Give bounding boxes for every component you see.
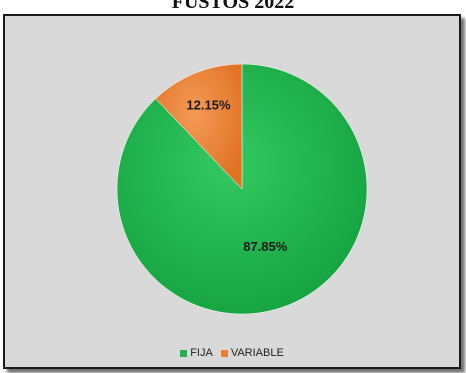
pie-chart: 87.85% 12.15% bbox=[116, 63, 368, 315]
legend-label-fija: FIJA bbox=[190, 347, 213, 359]
chart-area: 87.85% 12.15% FIJA VARIABLE bbox=[3, 14, 461, 369]
legend-label-variable: VARIABLE bbox=[230, 347, 284, 359]
chart-title: FUSTOS 2022 bbox=[171, 0, 295, 13]
legend-swatch-variable bbox=[220, 349, 228, 357]
pie-slices bbox=[116, 63, 368, 315]
legend: FIJA VARIABLE bbox=[5, 347, 459, 359]
slice-variable bbox=[155, 63, 243, 190]
legend-swatch-fija bbox=[180, 349, 188, 357]
pie-data-labels: 87.85% 12.15% bbox=[186, 97, 287, 254]
label-fija: 87.85% bbox=[243, 239, 288, 254]
legend-item-fija: FIJA bbox=[180, 347, 213, 359]
legend-item-variable: VARIABLE bbox=[220, 347, 284, 359]
label-variable: 12.15% bbox=[186, 97, 231, 112]
